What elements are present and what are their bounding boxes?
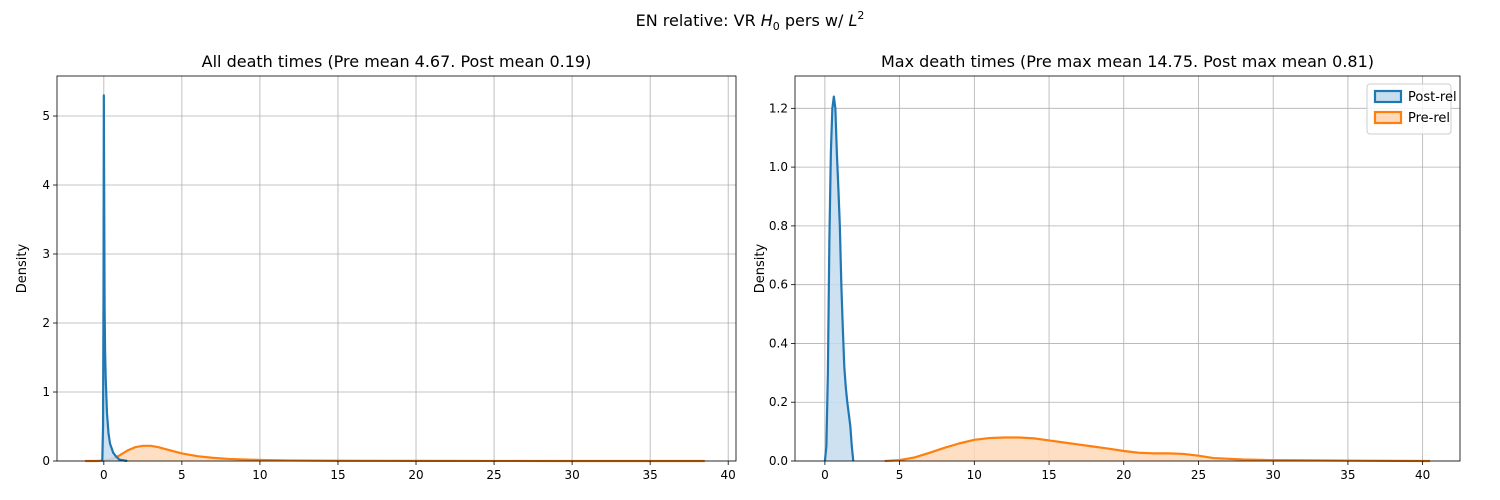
legend-swatch-post bbox=[1373, 89, 1403, 104]
y-tick-label: 0.6 bbox=[769, 278, 788, 292]
density-line-post bbox=[101, 94, 128, 463]
chart-panel-all-death-times: 0 5 10 15 20 25 30 35 40 0 1 2 3 4 5 All death times (P… bbox=[15, 52, 737, 482]
axes-frame bbox=[56, 75, 737, 462]
x-tick-label: 20 bbox=[1116, 468, 1131, 482]
x-tick-label: 35 bbox=[643, 468, 658, 482]
x-tick-label: 10 bbox=[967, 468, 982, 482]
density-line-pre bbox=[884, 436, 1431, 463]
density-area-post bbox=[824, 96, 854, 461]
x-tick-label: 15 bbox=[330, 468, 345, 482]
chart-panel-max-death-times: 0 5 10 15 20 25 30 35 40 0.0 0.2 0.4 0.6 0.8 1.0 1.2 Max… bbox=[753, 52, 1461, 482]
legend-label-post: Post-rel bbox=[1408, 90, 1457, 105]
x-tick-label: 25 bbox=[1191, 468, 1206, 482]
y-tick-label: 0.4 bbox=[769, 336, 788, 350]
density-area-post bbox=[102, 95, 128, 461]
legend-label-pre: Pre-rel bbox=[1408, 111, 1450, 126]
density-area-pre bbox=[85, 445, 705, 461]
legend: Post-rel Pre-rel bbox=[1366, 83, 1457, 135]
x-tick-label: 5 bbox=[178, 468, 186, 482]
x-tick-label: 40 bbox=[721, 468, 736, 482]
y-tick-label: 0 bbox=[42, 454, 50, 468]
y-tick-label: 0.8 bbox=[769, 219, 788, 233]
x-tick-label: 40 bbox=[1415, 468, 1430, 482]
x-tick-label: 35 bbox=[1340, 468, 1355, 482]
x-tick-label: 15 bbox=[1041, 468, 1056, 482]
y-tick-label: 0.0 bbox=[769, 454, 788, 468]
density-line-post bbox=[823, 95, 855, 462]
panel-title: All death times (Pre mean 4.67. Post mea… bbox=[202, 52, 592, 71]
y-axis-label: Density bbox=[15, 243, 30, 293]
x-tick-label: 10 bbox=[252, 468, 267, 482]
density-area-pre bbox=[884, 437, 1431, 461]
axes-frame bbox=[794, 75, 1461, 462]
x-tick-label: 30 bbox=[564, 468, 579, 482]
x-tick-label: 0 bbox=[821, 468, 829, 482]
panel-title: Max death times (Pre max mean 14.75. Pos… bbox=[881, 52, 1374, 71]
y-tick-label: 5 bbox=[42, 109, 50, 123]
legend-swatch-pre bbox=[1373, 110, 1403, 125]
y-tick-label: 1.2 bbox=[769, 101, 788, 115]
y-axis-label: Density bbox=[753, 243, 768, 293]
figure-suptitle: EN relative: VR H0 pers w/ L2 bbox=[636, 9, 865, 33]
x-tick-label: 5 bbox=[896, 468, 904, 482]
y-tick-label: 2 bbox=[42, 316, 50, 330]
y-tick-label: 1 bbox=[42, 385, 50, 399]
y-tick-label: 3 bbox=[42, 247, 50, 261]
y-tick-label: 1.0 bbox=[769, 160, 788, 174]
y-tick-label: 0.2 bbox=[769, 395, 788, 409]
x-tick-label: 25 bbox=[486, 468, 501, 482]
y-tick-label: 4 bbox=[42, 178, 50, 192]
x-tick-label: 30 bbox=[1266, 468, 1281, 482]
x-tick-label: 20 bbox=[408, 468, 423, 482]
x-tick-label: 0 bbox=[100, 468, 108, 482]
